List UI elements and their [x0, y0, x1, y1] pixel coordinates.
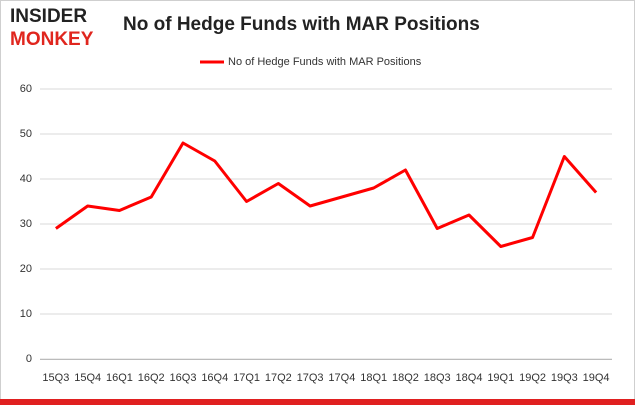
bottom-bar	[0, 399, 635, 405]
x-tick-label: 18Q1	[360, 372, 387, 384]
y-tick-label: 60	[20, 83, 32, 95]
x-tick-label: 15Q3	[42, 372, 69, 384]
x-tick-label: 17Q1	[233, 372, 260, 384]
x-tick-label: 17Q2	[265, 372, 292, 384]
x-tick-label: 18Q2	[392, 372, 419, 384]
y-tick-label: 10	[20, 308, 32, 320]
x-tick-label: 16Q2	[138, 372, 165, 384]
x-tick-label: 16Q1	[106, 372, 133, 384]
y-tick-label: 20	[20, 263, 32, 275]
logo-top: INSIDER	[10, 6, 87, 27]
y-tick-label: 30	[20, 218, 32, 230]
x-tick-label: 18Q4	[456, 372, 483, 384]
x-tick-label: 19Q4	[583, 372, 610, 384]
x-tick-label: 19Q1	[487, 372, 514, 384]
legend-label: No of Hedge Funds with MAR Positions	[228, 56, 422, 68]
x-tick-label: 17Q3	[297, 372, 324, 384]
x-tick-label: 18Q3	[424, 372, 451, 384]
x-tick-label: 15Q4	[74, 372, 101, 384]
chart-title: No of Hedge Funds with MAR Positions	[123, 14, 480, 35]
x-tick-label: 19Q2	[519, 372, 546, 384]
y-tick-label: 0	[26, 353, 32, 365]
data-line	[55, 141, 598, 248]
x-tick-label: 17Q4	[328, 372, 355, 384]
logo-bottom: MONKEY	[10, 29, 94, 50]
y-tick-label: 40	[20, 173, 32, 185]
x-tick-label: 19Q3	[551, 372, 578, 384]
x-tick-label: 16Q3	[170, 372, 197, 384]
y-tick-label: 50	[20, 128, 32, 140]
x-tick-label: 16Q4	[201, 372, 228, 384]
